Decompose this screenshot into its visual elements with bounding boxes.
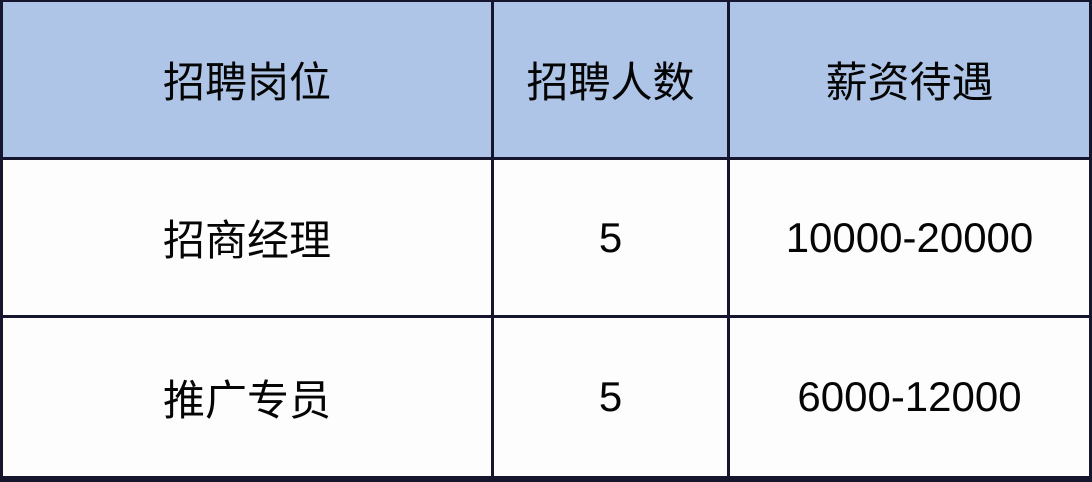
- cell-position: 推广专员: [3, 318, 494, 476]
- header-cell-headcount: 招聘人数: [494, 2, 730, 160]
- header-cell-salary: 薪资待遇: [730, 2, 1089, 160]
- cell-salary: 10000-20000: [730, 160, 1089, 318]
- cell-headcount: 5: [494, 160, 730, 318]
- cell-headcount: 5: [494, 318, 730, 476]
- header-cell-position: 招聘岗位: [3, 2, 494, 160]
- cell-salary: 6000-12000: [730, 318, 1089, 476]
- cell-position: 招商经理: [3, 160, 494, 318]
